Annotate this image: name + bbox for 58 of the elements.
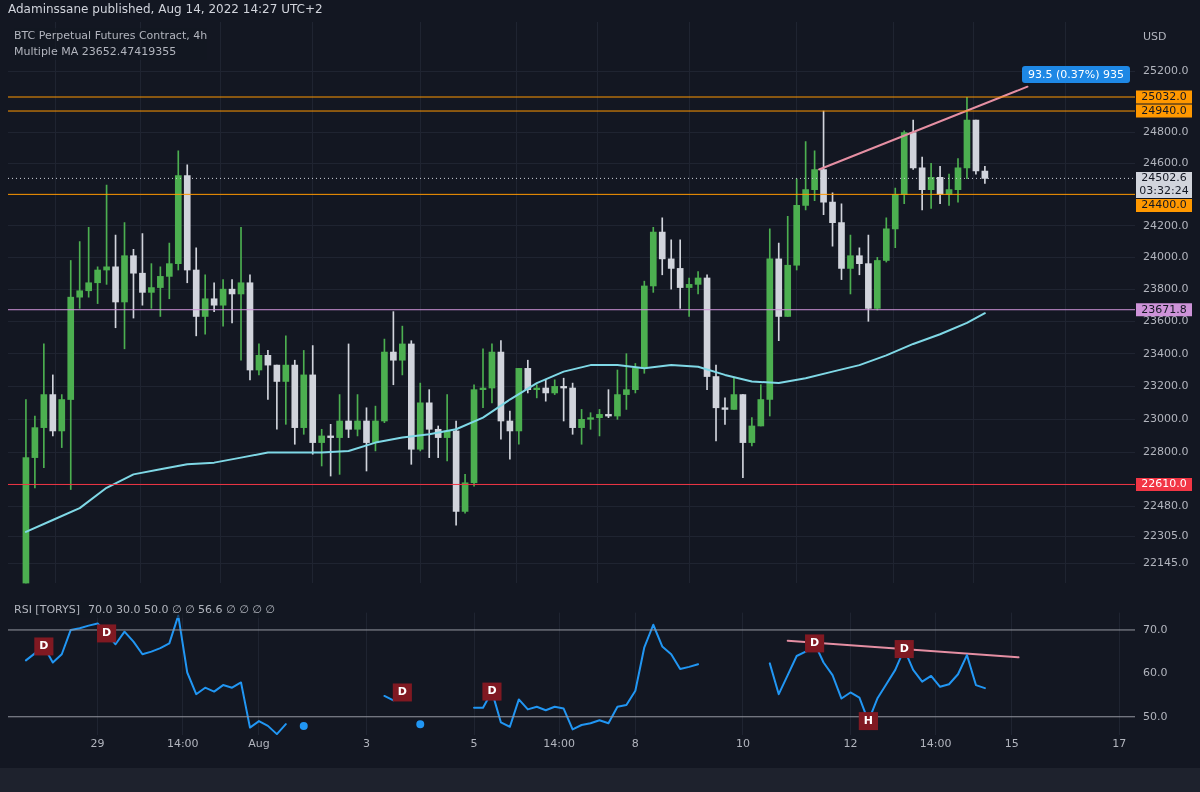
- y-tick-label: 24800.0: [1143, 125, 1189, 139]
- x-tick-label: 14:00: [166, 737, 199, 751]
- y-tick-label: 22305.0: [1143, 529, 1189, 543]
- x-tick-label: 15: [1004, 737, 1019, 751]
- annotation: D: [487, 684, 497, 698]
- candlestick: [721, 397, 729, 425]
- x-tick-label: 5: [470, 737, 478, 751]
- y-tick-label: 23800.0: [1143, 282, 1189, 296]
- annotation: D: [102, 626, 112, 640]
- candlestick: [542, 379, 550, 402]
- y-tick-label: 50.0: [1143, 709, 1168, 723]
- annotation: D: [899, 641, 909, 655]
- candlestick: [533, 384, 541, 399]
- y-tick-label: 22145.0: [1143, 556, 1189, 570]
- x-tick-label: 8: [631, 737, 639, 751]
- y-tick-label: 24000.0: [1143, 250, 1189, 264]
- y-tick-label: 23200.0: [1143, 379, 1189, 393]
- candlestick: [237, 226, 245, 361]
- x-tick-label: 14:00: [543, 737, 576, 751]
- annotation: D: [810, 636, 820, 650]
- annotation: 93.5 (0.37%) 935: [1021, 66, 1130, 83]
- candlestick: [318, 428, 326, 467]
- ref-line-label: 23671.8: [1141, 302, 1187, 316]
- x-tick-label: 14:00: [919, 737, 952, 751]
- candlestick: [76, 241, 84, 309]
- annotation: D: [39, 639, 49, 653]
- x-tick-label: 29: [90, 737, 105, 751]
- y-tick-label: 22800.0: [1143, 445, 1189, 459]
- y-axis-title: USD: [1143, 30, 1167, 43]
- text: Multiple MA 23652.47419355: [14, 44, 178, 60]
- x-tick-label: 3: [362, 737, 370, 751]
- candlestick: [685, 277, 693, 317]
- candlestick: [667, 239, 675, 290]
- x-tick-label: 17: [1112, 737, 1127, 751]
- annotation: H: [863, 713, 873, 727]
- y-tick-label: 60.0: [1143, 666, 1168, 680]
- x-tick-label: Aug: [248, 737, 270, 751]
- y-tick-label: 25200.0: [1143, 64, 1189, 78]
- text: BTC Perpetual Futures Contract, 4h: [14, 29, 208, 42]
- annotation: D: [397, 685, 407, 699]
- x-tick-label: 12: [843, 737, 858, 751]
- y-tick-label: 70.0: [1143, 622, 1168, 636]
- ref-line-label: 22610.0: [1141, 477, 1187, 491]
- y-tick-label: 22480.0: [1143, 499, 1189, 513]
- y-tick-label: 23600.0: [1143, 314, 1189, 328]
- y-tick-label: 23000.0: [1143, 412, 1189, 426]
- chart-title: RSI [TORYS]: [14, 603, 80, 616]
- ref-line-label: 24502.6 03:32:24: [1139, 171, 1189, 198]
- ref-line-label: 24940.0: [1141, 103, 1187, 117]
- y-tick-label: 23400.0: [1143, 346, 1189, 360]
- ref-line-label: 24400.0: [1141, 198, 1187, 212]
- chart-subtitle: 70.0 30.0 50.0 ∅ ∅ 56.6 ∅ ∅ ∅ ∅: [87, 603, 275, 616]
- candlestick: [282, 335, 290, 425]
- ref-line-label: 25032.0: [1141, 89, 1187, 103]
- text: Adaminssane published, Aug 14, 2022 14:27 UTC+2: [8, 2, 323, 16]
- y-tick-label: 24600.0: [1143, 156, 1189, 170]
- y-tick-label: 24200.0: [1143, 218, 1189, 232]
- x-tick-label: 10: [735, 737, 750, 751]
